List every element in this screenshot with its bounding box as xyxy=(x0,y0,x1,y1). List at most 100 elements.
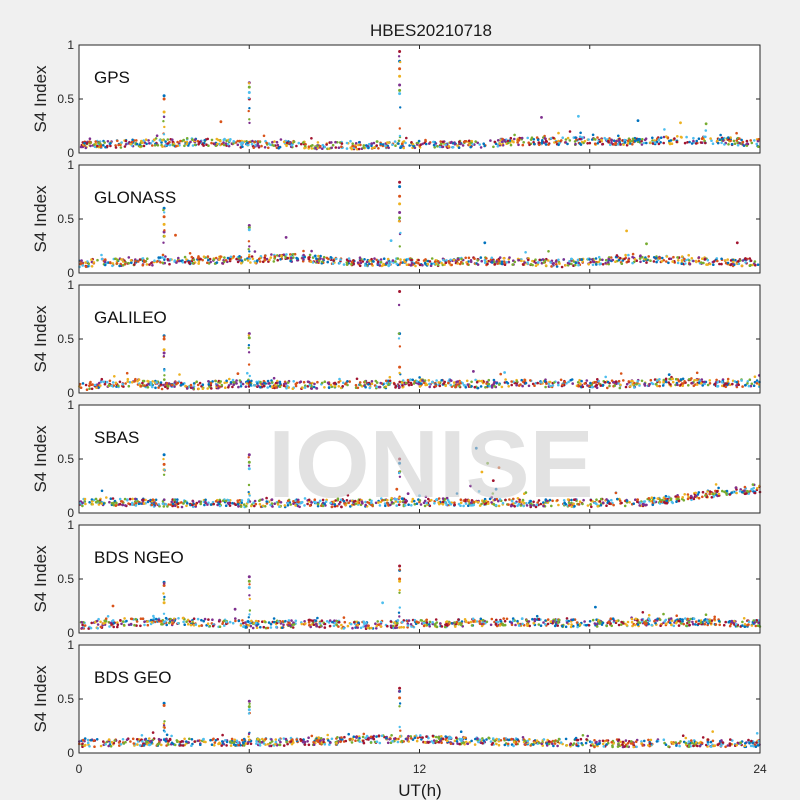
data-point xyxy=(256,382,259,385)
data-point xyxy=(570,262,573,266)
data-point xyxy=(357,141,361,144)
data-point xyxy=(228,139,231,142)
data-point xyxy=(594,380,598,384)
data-point xyxy=(168,262,171,266)
data-point xyxy=(534,258,537,262)
data-point xyxy=(720,262,723,266)
data-point xyxy=(503,619,507,623)
data-point xyxy=(534,381,538,385)
data-point xyxy=(236,260,240,264)
data-point xyxy=(467,621,471,624)
data-point xyxy=(474,140,478,143)
data-point xyxy=(84,261,87,264)
spike-point xyxy=(247,85,251,89)
spike-point xyxy=(398,88,402,92)
spike-point xyxy=(162,473,166,476)
data-point xyxy=(114,504,118,507)
data-point xyxy=(659,136,663,139)
data-point xyxy=(183,255,187,259)
data-point xyxy=(544,623,547,626)
data-point xyxy=(527,141,530,144)
data-point xyxy=(606,386,609,390)
data-point xyxy=(209,384,213,387)
data-point xyxy=(703,380,706,384)
data-point xyxy=(434,384,438,388)
data-point xyxy=(269,143,272,147)
data-point xyxy=(499,620,503,623)
data-point xyxy=(415,620,419,623)
data-point xyxy=(490,386,494,389)
data-point xyxy=(118,502,122,506)
data-point xyxy=(88,501,91,504)
data-point xyxy=(279,138,283,141)
data-point xyxy=(328,619,332,622)
data-point xyxy=(653,619,656,623)
data-point xyxy=(85,388,89,392)
data-point xyxy=(493,498,497,502)
data-point xyxy=(399,258,402,261)
data-point xyxy=(655,379,659,382)
data-point xyxy=(593,142,597,145)
data-point xyxy=(444,261,448,265)
data-point xyxy=(164,140,167,143)
data-point xyxy=(220,383,224,387)
data-point xyxy=(635,382,638,386)
data-point xyxy=(735,139,738,142)
data-point xyxy=(658,384,661,388)
data-point xyxy=(276,143,280,147)
data-point xyxy=(712,263,715,267)
data-point xyxy=(726,377,730,381)
data-point xyxy=(191,261,195,265)
data-point xyxy=(690,257,694,260)
data-point xyxy=(127,384,131,388)
data-point xyxy=(605,624,608,628)
data-point xyxy=(495,618,498,622)
data-point xyxy=(234,617,237,620)
spike-point xyxy=(398,579,402,583)
data-point xyxy=(414,264,417,268)
data-point xyxy=(677,259,680,262)
data-point xyxy=(467,139,471,143)
data-point xyxy=(285,386,288,390)
data-point xyxy=(461,144,465,147)
data-point xyxy=(506,139,510,143)
data-point xyxy=(170,500,173,504)
data-point xyxy=(688,140,691,144)
data-point xyxy=(423,504,427,508)
data-point xyxy=(459,498,463,502)
data-point xyxy=(421,263,424,267)
data-point xyxy=(288,621,291,625)
data-point xyxy=(410,625,413,628)
data-point xyxy=(151,385,154,389)
data-point xyxy=(379,258,383,261)
data-point xyxy=(630,620,634,624)
spike-point xyxy=(398,211,402,214)
data-point xyxy=(368,262,371,266)
data-point xyxy=(638,257,642,260)
data-point xyxy=(212,258,216,261)
data-point xyxy=(104,258,107,261)
data-point xyxy=(388,375,392,379)
data-point xyxy=(168,621,171,625)
data-point xyxy=(562,499,566,502)
spike-point xyxy=(163,595,166,599)
data-point xyxy=(85,142,89,145)
data-point xyxy=(171,502,175,506)
data-point xyxy=(92,261,96,264)
data-point xyxy=(292,502,295,506)
data-point xyxy=(207,501,210,505)
data-point xyxy=(265,502,269,505)
data-point xyxy=(123,145,127,148)
data-point xyxy=(217,502,221,506)
data-point xyxy=(253,504,256,508)
data-point xyxy=(669,383,672,386)
data-point xyxy=(148,263,151,266)
data-point xyxy=(588,258,591,261)
data-point xyxy=(133,623,136,627)
data-point xyxy=(246,620,250,623)
data-point xyxy=(307,498,311,502)
data-point xyxy=(564,503,568,506)
data-point xyxy=(421,142,424,146)
data-point xyxy=(511,617,515,620)
data-point xyxy=(153,144,157,147)
